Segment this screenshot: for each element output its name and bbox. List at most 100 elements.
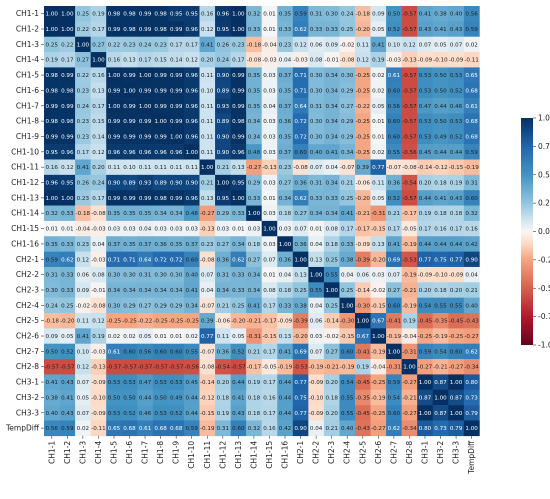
cell-value-label: 0.27	[325, 349, 338, 355]
cell-value-label: 0.27	[341, 104, 354, 110]
cell-value-label: -0.41	[356, 349, 371, 355]
heatmap-cell	[339, 190, 356, 206]
heatmap-cell	[90, 313, 107, 329]
heatmap-cell	[90, 374, 107, 391]
colorbar-tick-label: 0.75	[538, 142, 550, 151]
cell-value-label: 0.12	[185, 58, 197, 64]
heatmap-cell	[261, 374, 278, 391]
heatmap-cell	[90, 251, 107, 268]
cell-value-label: 0.33	[279, 303, 292, 309]
heatmap-cell	[59, 343, 76, 360]
cell-value-label: 0.99	[139, 27, 152, 33]
cell-value-label: 0.52	[450, 134, 462, 140]
cell-value-label: 1.00	[357, 319, 370, 325]
heatmap-cell	[168, 174, 185, 191]
heatmap-cell	[463, 343, 480, 360]
heatmap-cell	[355, 220, 371, 237]
heatmap-cell	[323, 374, 340, 391]
heatmap-cell	[401, 420, 418, 437]
cell-value-label: 0.12	[357, 58, 369, 64]
heatmap-cell	[230, 174, 247, 191]
heatmap-cell	[152, 297, 169, 314]
cell-value-label: -0.19	[464, 165, 479, 171]
cell-value-label: 0.67	[357, 334, 370, 340]
cell-value-label: -0.22	[356, 104, 370, 110]
cell-value-label: 0.80	[419, 426, 432, 432]
cell-value-label: -0.57	[402, 27, 417, 33]
heatmap-cell	[463, 174, 480, 191]
heatmap-cell	[137, 343, 154, 360]
cell-value-label: 0.23	[77, 242, 90, 248]
heatmap-cell	[246, 297, 262, 314]
cell-value-label: 0.38	[341, 257, 354, 263]
heatmap-cell	[106, 128, 123, 145]
heatmap-cell	[215, 144, 231, 160]
cell-value-label: 0.65	[108, 426, 121, 432]
cell-value-label: 0.09	[372, 12, 385, 18]
heatmap-cell	[323, 328, 340, 344]
cell-value-label: 0.44	[434, 104, 447, 110]
cell-value-label: 0.96	[108, 150, 121, 156]
cell-value-label: -0.25	[356, 88, 371, 94]
heatmap-cell	[386, 313, 402, 329]
cell-value-label: 0.96	[123, 150, 136, 156]
heatmap-cell	[417, 67, 434, 84]
column-tick-label: CH2-3	[327, 441, 336, 464]
cell-value-label: -0.57	[231, 365, 246, 371]
heatmap-cell	[292, 266, 309, 283]
heatmap-cell	[401, 36, 418, 53]
heatmap-cell	[463, 313, 480, 329]
heatmap-cell	[401, 405, 418, 421]
heatmap-cell	[168, 405, 185, 421]
heatmap-cell	[90, 343, 107, 360]
cell-value-label: 0.11	[201, 73, 214, 79]
heatmap-cell	[44, 113, 60, 130]
cell-value-label: -0.21	[433, 365, 448, 371]
cell-value-label: 0.24	[139, 42, 152, 48]
cell-value-label: 0.99	[154, 134, 167, 140]
heatmap-cell	[323, 282, 340, 298]
heatmap-cell	[215, 343, 231, 360]
cell-value-label: 0.18	[434, 181, 447, 187]
cell-value-label: 0.93	[139, 181, 152, 187]
cell-value-label: 0.32	[248, 12, 260, 18]
heatmap-cell	[308, 159, 325, 176]
heatmap-cell	[339, 205, 356, 222]
cell-value-label: 0.25	[232, 303, 245, 309]
cell-value-label: 1.00	[217, 181, 230, 187]
heatmap-cell	[152, 205, 169, 222]
cell-value-label: -0.05	[262, 365, 277, 371]
heatmap-cell	[448, 21, 465, 37]
heatmap-cell	[308, 113, 325, 130]
cell-value-label: -0.25	[356, 134, 371, 140]
cell-value-label: 0.06	[77, 273, 90, 279]
cell-value-label: 0.17	[185, 42, 198, 48]
column-tick-label: CH2-8	[405, 441, 414, 464]
heatmap-cell	[121, 6, 138, 22]
cell-value-label: 0.52	[123, 411, 135, 417]
heatmap-cell	[448, 236, 465, 252]
heatmap-cell	[59, 313, 76, 329]
cell-value-label: 0.02	[372, 73, 384, 79]
row-tick-label: CH1-5	[16, 71, 39, 80]
cell-value-label: 1.00	[123, 88, 136, 94]
cell-value-label: 0.02	[77, 426, 89, 432]
cell-value-label: 0.05	[232, 334, 245, 340]
heatmap-cell	[106, 313, 123, 329]
cell-value-label: -0.21	[247, 319, 262, 325]
cell-value-label: 0.41	[341, 211, 354, 217]
heatmap-cell	[246, 343, 262, 360]
heatmap-cell	[417, 21, 434, 37]
heatmap-cell	[386, 82, 402, 99]
heatmap-cell	[261, 82, 278, 99]
heatmap-cell	[386, 52, 402, 68]
heatmap-cell	[199, 36, 216, 53]
cell-value-label: 0.48	[185, 211, 198, 217]
heatmap-cell	[75, 374, 91, 391]
cell-value-label: -0.11	[464, 58, 479, 64]
cell-value-label: 0.31	[310, 104, 323, 110]
heatmap-cell	[90, 144, 107, 160]
cell-value-label: 0.90	[465, 257, 478, 263]
cell-value-label: -0.35	[433, 319, 448, 325]
heatmap-cell	[432, 98, 449, 114]
